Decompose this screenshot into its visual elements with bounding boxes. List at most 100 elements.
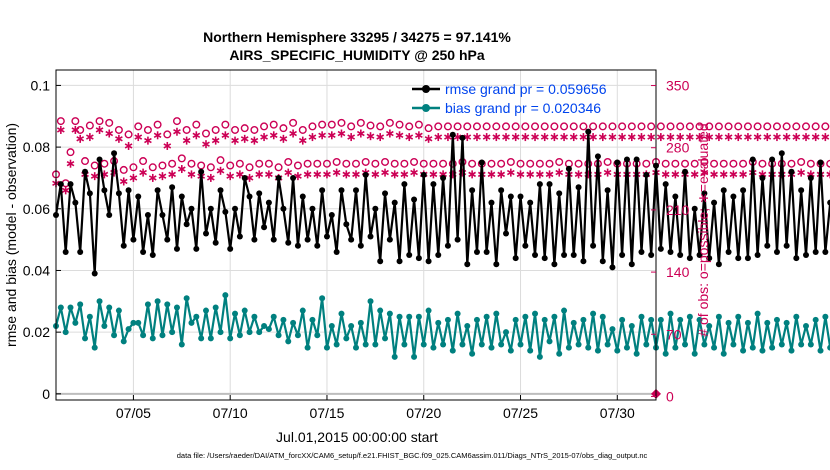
asterisk-stroke <box>61 187 70 194</box>
rmse-point <box>449 131 456 138</box>
legend: rmse grand pr = 0.059656 bias grand pr =… <box>412 81 607 116</box>
possible-point <box>695 122 704 131</box>
bias-point <box>619 316 626 323</box>
bias-point <box>522 313 529 320</box>
possible-point <box>681 159 690 168</box>
y-left-tick-label: 0.04 <box>23 262 50 278</box>
evaluated-point <box>821 133 830 142</box>
asterisk-stroke <box>405 134 414 140</box>
asterisk-stroke <box>468 171 476 178</box>
evaluated-point <box>318 131 326 140</box>
rmse-point <box>217 187 224 194</box>
bias-point <box>391 353 398 360</box>
rmse-point <box>222 208 229 215</box>
rmse-point <box>614 159 621 166</box>
rmse-point <box>57 181 64 188</box>
asterisk-stroke <box>429 171 438 178</box>
rmse-point <box>478 159 485 166</box>
rmse-point <box>638 248 645 255</box>
asterisk-stroke <box>192 132 201 138</box>
possible-point <box>497 159 506 168</box>
rmse-point <box>261 224 268 231</box>
evaluated-point <box>182 136 191 145</box>
asterisk-stroke <box>758 171 767 178</box>
evaluated-point <box>536 170 544 179</box>
evaluated-point <box>381 168 389 177</box>
possible-point <box>400 159 409 168</box>
bias-point <box>251 313 258 320</box>
possible-point <box>487 159 496 168</box>
y-right-tick-label: 210 <box>666 202 690 218</box>
evaluated-point <box>211 136 220 145</box>
bias-point <box>198 335 205 342</box>
bias-point <box>130 319 137 326</box>
evaluated-point <box>356 129 365 138</box>
possible-point <box>85 121 94 130</box>
evaluated-point <box>773 133 781 142</box>
bias-point <box>362 341 369 348</box>
possible-point <box>153 120 162 129</box>
rmse-point <box>740 187 747 194</box>
possible-point <box>211 125 220 134</box>
rmse-point <box>706 255 713 262</box>
bias-point <box>207 335 214 342</box>
asterisk-stroke <box>56 127 65 133</box>
rmse-point <box>827 199 830 206</box>
bias-point <box>411 353 418 360</box>
bias-point <box>67 304 74 311</box>
asterisk-stroke <box>163 143 172 149</box>
bias-point <box>444 316 451 323</box>
possible-point <box>390 159 399 168</box>
asterisk-stroke <box>371 171 380 178</box>
bias-point <box>536 353 543 360</box>
rmse-point <box>357 242 364 249</box>
bias-point <box>353 344 359 351</box>
asterisk-stroke <box>168 171 176 178</box>
asterisk-stroke <box>221 132 230 138</box>
asterisk-stroke <box>390 171 399 178</box>
rmse-point <box>701 190 708 197</box>
possible-point <box>661 159 670 168</box>
asterisk-stroke <box>497 171 506 178</box>
evaluated-point <box>506 168 515 177</box>
bias-point <box>106 304 113 311</box>
y-right-tick-label: 0 <box>666 388 674 404</box>
rmse-point <box>236 233 243 240</box>
possible-point <box>95 117 104 126</box>
bias-point <box>711 344 718 351</box>
possible-point <box>821 122 830 131</box>
rmse-point <box>536 181 543 188</box>
rmse-point <box>265 199 272 206</box>
rmse-point <box>628 261 635 268</box>
evaluated-point <box>226 172 235 181</box>
asterisk-stroke <box>400 171 409 178</box>
y-left-tick-label: 0.1 <box>31 77 51 93</box>
evaluated-point <box>744 133 752 142</box>
bias-point <box>62 329 69 336</box>
possible-point <box>352 159 361 168</box>
evaluated-point <box>327 131 336 140</box>
asterisk-stroke <box>90 173 99 179</box>
rmse-point <box>415 255 422 262</box>
evaluated-point <box>579 133 588 142</box>
bias-point <box>173 304 180 311</box>
asterisk-stroke <box>308 134 317 140</box>
asterisk-stroke <box>187 171 196 178</box>
rmse-point <box>348 236 355 243</box>
asterisk-stroke <box>802 134 810 140</box>
rmse-point <box>512 255 519 262</box>
possible-point <box>139 157 148 166</box>
bias-point <box>377 307 384 314</box>
rmse-point <box>473 248 480 255</box>
asterisk-stroke <box>323 171 331 178</box>
evaluated-point <box>661 170 670 179</box>
asterisk-stroke <box>506 169 515 176</box>
rmse-point <box>720 187 727 194</box>
rmse-point <box>367 233 374 240</box>
bias-point <box>333 341 340 348</box>
bias-point <box>309 316 316 323</box>
asterisk-stroke <box>647 134 656 140</box>
evaluated-point <box>671 170 680 179</box>
asterisk-stroke <box>424 136 433 142</box>
evaluated-point <box>332 168 341 177</box>
